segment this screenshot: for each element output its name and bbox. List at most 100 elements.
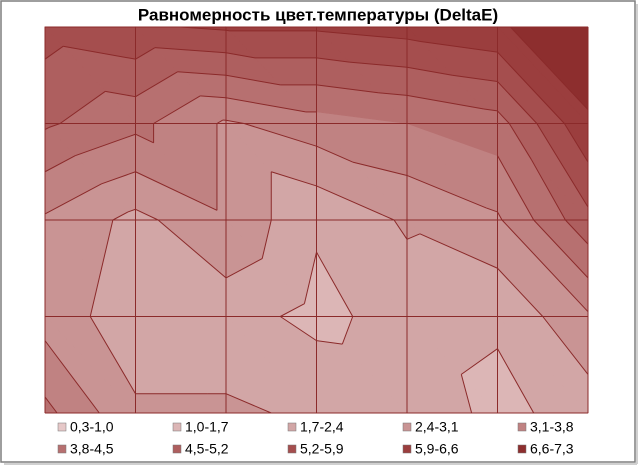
contour-line (316, 185, 395, 221)
contour-line (352, 161, 408, 176)
contour-line (48, 123, 61, 128)
legend-label: 6,6-7,3 (530, 441, 574, 457)
legend-swatch (57, 422, 67, 432)
contour-line (135, 171, 218, 211)
contour-line (59, 90, 106, 124)
contour-band (216, 123, 227, 221)
chart-title: Равномерность цвет.температуры (DeltaE) (138, 5, 498, 24)
legend-label: 5,2-5,9 (300, 441, 344, 457)
contour-line (225, 97, 306, 113)
contour-line (98, 219, 114, 279)
frame-shadow (4, 463, 637, 465)
contour-line (378, 92, 408, 96)
legend-swatch (402, 422, 412, 432)
contour-line (483, 108, 498, 112)
contour-line (225, 119, 245, 124)
legend-label: 3,1-3,8 (530, 419, 574, 435)
legend-label: 0,3-1,0 (70, 419, 114, 435)
contour-line (180, 26, 227, 31)
contour-line (341, 316, 354, 345)
contour-line (44, 183, 102, 215)
contour-line (497, 211, 503, 221)
contour-line (89, 277, 100, 317)
contour-line (406, 174, 487, 209)
legend-swatch (57, 444, 67, 454)
contour-line (216, 119, 224, 124)
contour-line (316, 251, 354, 317)
contour-line (510, 26, 589, 111)
contour-line (225, 258, 263, 279)
contour-line (101, 171, 136, 185)
contour-line (153, 95, 201, 124)
contour-line (316, 57, 350, 63)
contour-line (316, 84, 379, 94)
contour-line (563, 123, 589, 163)
contour-line (177, 71, 227, 76)
contour-line (419, 233, 498, 269)
contour-line (44, 155, 76, 173)
contour-line (420, 40, 498, 53)
contour-line (243, 123, 317, 147)
legend-swatch (172, 422, 182, 432)
contour-line (225, 52, 256, 59)
contour-line (406, 233, 421, 240)
contour-line (63, 45, 136, 60)
legend-label: 2,4-3,1 (415, 419, 459, 435)
legend-swatch (517, 444, 527, 454)
contour-line (200, 95, 227, 99)
contour-line (536, 123, 589, 208)
contour-line (533, 219, 589, 279)
contour-band (225, 26, 317, 32)
contour-line (44, 396, 58, 414)
legend-swatch (517, 422, 527, 432)
contour-line (486, 207, 498, 213)
contour-line (542, 316, 589, 375)
legend-label: 1,7-2,4 (300, 419, 344, 435)
legend-swatch (287, 444, 297, 454)
legend-label: 1,0-1,7 (185, 419, 229, 435)
contour-line (271, 171, 317, 187)
legend-swatch (172, 444, 182, 454)
legend-label: 3,8-4,5 (70, 441, 114, 457)
legend-swatch (287, 422, 297, 432)
contour-line (112, 211, 129, 221)
contour-line (508, 123, 532, 160)
contour-line (154, 47, 227, 54)
legend: 0,3-1,0 1,0-1,7 1,7-2,4 2,4-3,1 3,1-3,8 3,8-4… (57, 419, 574, 457)
contour-line (74, 133, 136, 157)
legend-label: 4,5-5,2 (185, 441, 229, 457)
contour-line (135, 47, 156, 60)
contour-line (531, 159, 566, 221)
contour-line (105, 90, 136, 98)
contour-line (501, 219, 589, 313)
plot-area (44, 26, 589, 414)
contour-line (460, 374, 473, 414)
contour-line (497, 81, 538, 124)
contour-line (135, 133, 154, 144)
contour-line (316, 30, 321, 32)
contour-line (316, 340, 343, 345)
legend-label: 5,9-6,6 (415, 441, 459, 457)
contour-line (44, 340, 100, 414)
contour-line (406, 38, 421, 42)
contour-line (452, 74, 498, 83)
legend-swatch (402, 444, 412, 454)
contour-line (135, 71, 178, 98)
frame-shadow (636, 4, 638, 464)
contour-line (44, 127, 50, 130)
contour-line (89, 316, 136, 394)
contour-line (316, 145, 353, 163)
contour-line (225, 393, 272, 414)
contour-line (497, 51, 565, 124)
contour-line (393, 219, 408, 240)
contour-line (565, 219, 589, 245)
contour-line (497, 348, 535, 414)
contour-line (349, 61, 408, 68)
contour-line (127, 208, 136, 213)
contour-line (280, 316, 317, 342)
contour-line (280, 303, 305, 317)
contour-line (497, 267, 544, 317)
contour-line (497, 155, 535, 221)
